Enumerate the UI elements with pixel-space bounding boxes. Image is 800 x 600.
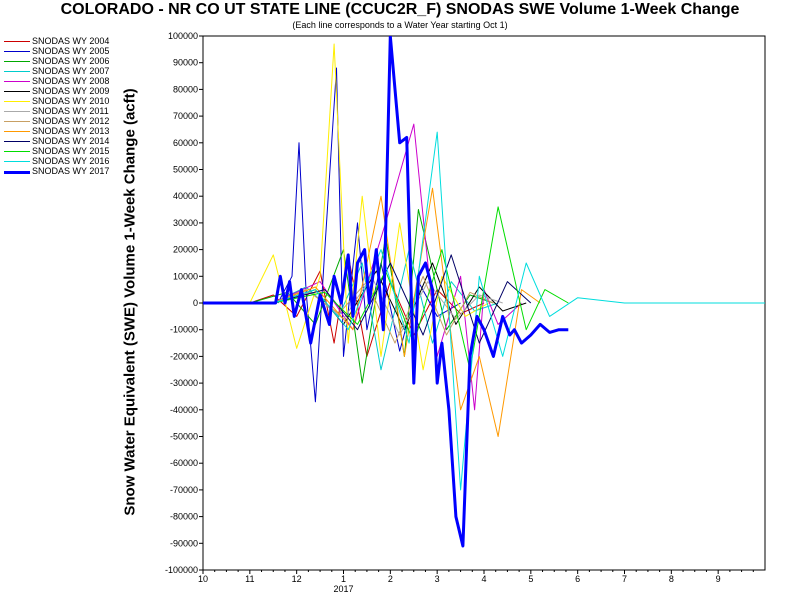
- series-line-11: [273, 206, 569, 371]
- y-tick-label: 80000: [173, 84, 198, 94]
- legend-swatch: [4, 81, 30, 82]
- x-tick-label: 10: [198, 574, 208, 584]
- x-tick-label: 1: [341, 574, 346, 584]
- y-tick-label: -30000: [170, 378, 198, 388]
- legend-label: SNODAS WY 2011: [32, 106, 109, 116]
- series-line-9: [273, 187, 541, 437]
- series-line-8: [273, 275, 494, 344]
- y-tick-label: 20000: [173, 245, 198, 255]
- y-tick-label: -80000: [170, 512, 198, 522]
- y-tick-label: 0: [193, 298, 198, 308]
- legend-label: SNODAS WY 2010: [32, 96, 110, 106]
- legend-label: SNODAS WY 2012: [32, 116, 110, 126]
- legend-label: SNODAS WY 2017: [32, 166, 110, 176]
- x-tick-label: 3: [435, 574, 440, 584]
- y-tick-label: -70000: [170, 485, 198, 495]
- x-tick-label: 12: [292, 574, 302, 584]
- y-tick-label: -20000: [170, 351, 198, 361]
- legend-label: SNODAS WY 2014: [32, 136, 110, 146]
- y-tick-label: -40000: [170, 405, 198, 415]
- series-line-13: [203, 36, 569, 548]
- legend-swatch: [4, 171, 30, 174]
- y-tick-label: -90000: [170, 538, 198, 548]
- y-tick-label: -10000: [170, 325, 198, 335]
- legend-label: SNODAS WY 2016: [32, 156, 110, 166]
- y-tick-label: -100000: [165, 565, 198, 575]
- y-tick-label: 70000: [173, 111, 198, 121]
- series-line-6: [249, 43, 489, 371]
- x-tick-label: 5: [528, 574, 533, 584]
- legend-label: SNODAS WY 2007: [32, 66, 110, 76]
- legend-label: SNODAS WY 2006: [32, 56, 110, 66]
- y-tick-label: 10000: [173, 271, 198, 281]
- x-tick-label: 7: [622, 574, 627, 584]
- x-tick-label: 4: [481, 574, 486, 584]
- legend-swatch: [4, 121, 30, 122]
- legend-label: SNODAS WY 2004: [32, 36, 110, 46]
- y-tick-label: 100000: [168, 31, 198, 41]
- legend-label: SNODAS WY 2009: [32, 86, 110, 96]
- legend-swatch: [4, 51, 30, 52]
- x-tick-label: 6: [575, 574, 580, 584]
- x-tick-label: 9: [716, 574, 721, 584]
- legend-swatch: [4, 111, 30, 112]
- legend-swatch: [4, 161, 30, 162]
- legend-swatch: [4, 41, 30, 42]
- legend-label: SNODAS WY 2015: [32, 146, 110, 156]
- y-tick-label: 50000: [173, 165, 198, 175]
- y-tick-label: 90000: [173, 58, 198, 68]
- legend-swatch: [4, 131, 30, 132]
- y-tick-label: 30000: [173, 218, 198, 228]
- series-line-1: [277, 67, 461, 403]
- x-tick-label: 11: [245, 574, 254, 584]
- y-tick-label: -50000: [170, 432, 198, 442]
- y-tick-label: -60000: [170, 458, 198, 468]
- legend-swatch: [4, 101, 30, 102]
- y-tick-label: 60000: [173, 138, 198, 148]
- legend-swatch: [4, 61, 30, 62]
- y-tick-label: 40000: [173, 191, 198, 201]
- legend-swatch: [4, 71, 30, 72]
- x-tick-label: 2: [388, 574, 393, 584]
- series-line-4: [273, 123, 522, 411]
- legend-swatch: [4, 151, 30, 152]
- legend-swatch: [4, 141, 30, 142]
- legend-label: SNODAS WY 2013: [32, 126, 110, 136]
- chart-title: COLORADO - NR CO UT STATE LINE (CCUC2R_F…: [60, 1, 740, 18]
- x-year-label: 2017: [333, 584, 353, 594]
- legend-swatch: [4, 91, 30, 92]
- legend-label: SNODAS WY 2005: [32, 46, 110, 56]
- legend-label: SNODAS WY 2008: [32, 76, 110, 86]
- chart-subtitle: (Each line corresponds to a Water Year s…: [292, 20, 508, 30]
- x-tick-label: 8: [669, 574, 674, 584]
